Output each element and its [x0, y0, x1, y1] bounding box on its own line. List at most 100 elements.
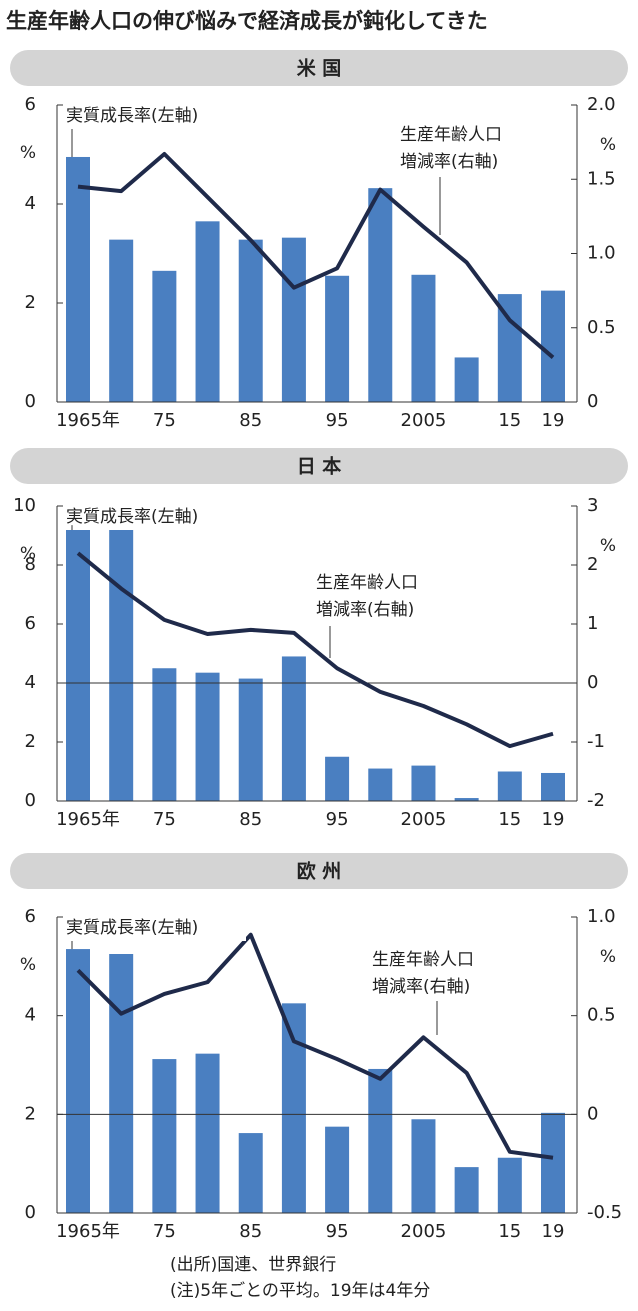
- label-bg: [64, 504, 246, 530]
- bar-series-label: 実質成長率(左軸): [66, 507, 198, 527]
- y2-unit: %: [600, 135, 616, 155]
- x-tick-label: 85: [239, 1221, 262, 1242]
- y-tick-label: 2: [25, 731, 36, 752]
- bar: [66, 156, 90, 402]
- x-tick-label: 85: [239, 809, 262, 830]
- x-tick-label: 95: [326, 809, 349, 830]
- y2-tick-label: 0: [587, 1103, 598, 1124]
- x-tick-label: 19: [542, 410, 565, 431]
- y2-tick-label: 1.0: [587, 906, 616, 927]
- y2-tick-label: -2: [587, 790, 605, 811]
- bar: [195, 1053, 220, 1213]
- y-tick-label: 6: [25, 613, 36, 634]
- y-tick-label: 4: [25, 193, 36, 214]
- bar: [66, 525, 90, 801]
- y-tick-label: 10: [13, 495, 36, 516]
- bar: [411, 1119, 436, 1213]
- panel-header: [10, 853, 628, 889]
- bar: [238, 678, 263, 801]
- panel-title: 米 国: [297, 57, 342, 80]
- x-tick-label: 15: [498, 410, 521, 431]
- bar: [109, 954, 134, 1213]
- x-tick-label: 15: [498, 1221, 521, 1242]
- y-tick-label: 2: [25, 292, 36, 313]
- y2-tick-label: 1.5: [587, 168, 616, 189]
- y2-tick-label: 0: [587, 391, 598, 412]
- y2-tick-label: -0.5: [587, 1202, 622, 1223]
- bar: [454, 357, 479, 402]
- bar-series-label: 実質成長率(左軸): [66, 918, 198, 938]
- bar: [541, 772, 565, 801]
- line-series-label-line: 生産年齢人口: [316, 573, 418, 593]
- bar: [152, 1059, 177, 1213]
- y2-tick-label: 1: [587, 613, 598, 634]
- y-tick-label: 0: [25, 391, 36, 412]
- line-series-label: 生産年齢人口増減率(右軸): [372, 950, 474, 997]
- y2-tick-label: 1.0: [587, 243, 616, 264]
- y2-tick-label: -1: [587, 731, 605, 752]
- y2-tick-label: 0.5: [587, 317, 616, 338]
- bar: [411, 765, 436, 801]
- bar: [454, 1167, 479, 1213]
- bar: [109, 239, 134, 402]
- bar: [497, 771, 522, 801]
- bar: [541, 290, 565, 402]
- line-series-label: 生産年齢人口増減率(右軸): [400, 125, 502, 172]
- line-series: [76, 932, 554, 1160]
- y2-tick-label: 2.0: [587, 94, 616, 115]
- x-tick-label: 2005: [401, 809, 447, 830]
- x-tick-label: 75: [153, 809, 176, 830]
- y-tick-label: 8: [25, 554, 36, 575]
- panel-header: [10, 448, 628, 484]
- bar: [152, 668, 177, 801]
- y-tick-label: 6: [25, 94, 36, 115]
- x-tick-label: 95: [326, 1221, 349, 1242]
- panel-title: 欧 州: [297, 860, 342, 883]
- x-tick-label: 2005: [401, 410, 447, 431]
- y-tick-label: 0: [25, 790, 36, 811]
- x-tick-label: 75: [153, 1221, 176, 1242]
- bar: [238, 1133, 263, 1213]
- x-tick-label: 85: [239, 410, 262, 431]
- line-series-label: 生産年齢人口増減率(右軸): [316, 573, 418, 620]
- bar: [238, 239, 263, 402]
- x-tick-label: 1965年: [56, 410, 120, 431]
- line-series-label-line: 増減率(右軸): [372, 977, 470, 997]
- bar: [281, 656, 306, 801]
- line-series-label-line: 増減率(右軸): [316, 600, 414, 620]
- bar: [152, 270, 177, 402]
- x-tick-label: 19: [542, 1221, 565, 1242]
- line-series-label-line: 生産年齢人口: [372, 950, 474, 970]
- line-series: [77, 152, 555, 359]
- y-tick-label: 4: [25, 672, 36, 693]
- line-series: [76, 551, 554, 749]
- bar: [281, 1003, 306, 1213]
- y-tick-label: 2: [25, 1103, 36, 1124]
- panel-title: 日 本: [297, 455, 342, 478]
- page-title: 生産年齢人口の伸び悩みで経済成長が鈍化してきた: [6, 9, 488, 33]
- bar: [281, 237, 306, 402]
- bar: [368, 188, 393, 402]
- y2-tick-label: 3: [587, 495, 598, 516]
- y-unit: %: [20, 143, 36, 163]
- bar: [195, 672, 220, 801]
- bar: [325, 1126, 350, 1213]
- x-tick-label: 95: [326, 410, 349, 431]
- bar: [454, 798, 479, 801]
- x-tick-label: 75: [153, 410, 176, 431]
- bar: [497, 1157, 522, 1213]
- y2-tick-label: 0.5: [587, 1005, 616, 1026]
- bar: [66, 949, 90, 1213]
- bar-series-label: 実質成長率(左軸): [66, 106, 198, 126]
- label-bg: [64, 915, 246, 941]
- y2-tick-label: 0: [587, 672, 598, 693]
- x-tick-label: 1965年: [56, 1221, 120, 1242]
- y2-unit: %: [600, 536, 616, 556]
- bar: [411, 274, 436, 402]
- y-tick-label: 0: [25, 1202, 36, 1223]
- bar: [325, 275, 350, 402]
- x-tick-label: 1965年: [56, 809, 120, 830]
- line-series-label-line: 生産年齢人口: [400, 125, 502, 145]
- y2-unit: %: [600, 947, 616, 967]
- y-tick-label: 4: [25, 1005, 36, 1026]
